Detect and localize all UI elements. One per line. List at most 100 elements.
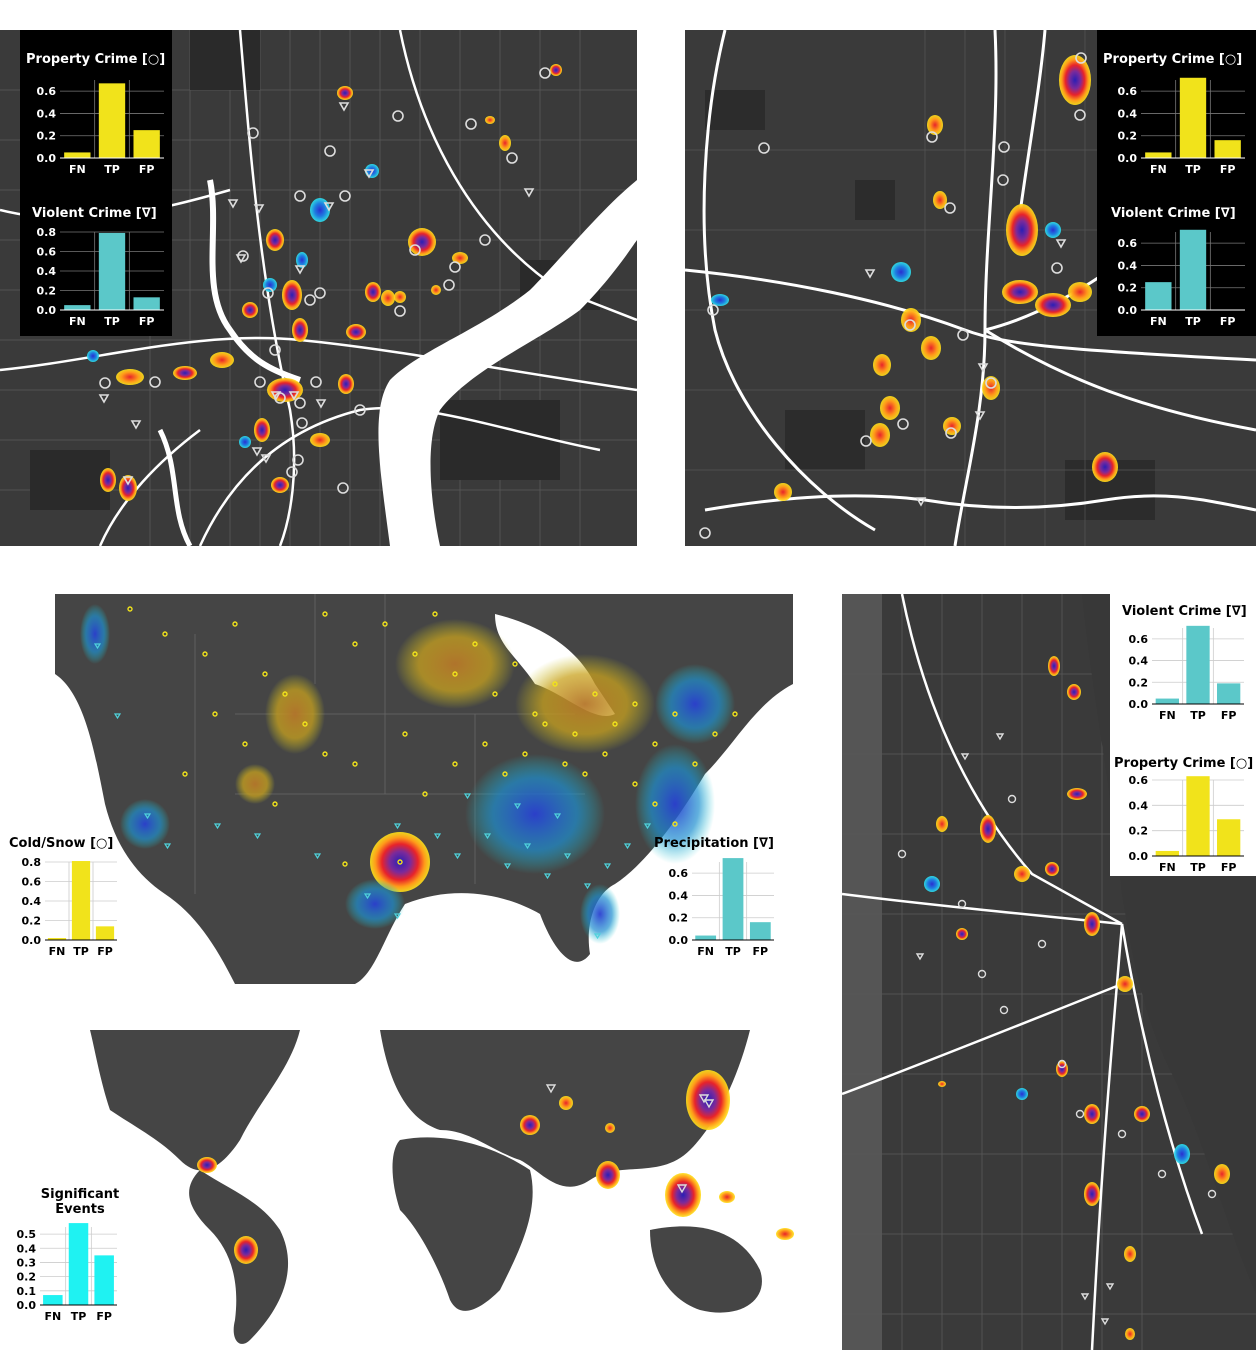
x-tick-label: TP — [73, 945, 89, 958]
bar-fp — [1217, 683, 1241, 704]
bar-chart-property-crime: 0.0 0.2 0.4 0.6 FN TP FP — [1118, 77, 1245, 176]
bar-fp — [133, 130, 160, 158]
x-tick-label: FP — [139, 163, 155, 176]
y-tick-label: 0.2 — [1129, 676, 1149, 689]
x-tick-label: FN — [1150, 163, 1167, 176]
y-tick-label: 0.2 — [22, 915, 42, 928]
x-tick-label: FP — [139, 315, 155, 328]
world-map-base — [90, 1030, 794, 1344]
bar-fn — [47, 938, 67, 940]
chart-title: Violent Crime [∇] — [1111, 206, 1236, 221]
chart-title: Property Crime [○] — [1114, 756, 1254, 771]
chicago-map-panel[interactable]: Violent Crime [∇] 0.0 0.2 0.4 0.6 FN TP FP Pro… — [842, 594, 1256, 1350]
bar-fn — [43, 1295, 63, 1305]
chart-title: Violent Crime [∇] — [1122, 604, 1247, 619]
atlanta-map-panel[interactable]: Property Crime [○] 0.0 0.2 0.4 0.6 FN TP FP Vi… — [685, 30, 1256, 546]
y-tick-label: 0.4 — [37, 265, 57, 278]
y-tick-label: 0.0 — [669, 934, 689, 947]
x-tick-label: FN — [1159, 861, 1176, 874]
bar-fp — [95, 926, 115, 940]
y-tick-label: 0.4 — [37, 107, 57, 120]
y-tick-label: 0.8 — [37, 226, 57, 239]
y-tick-label: 0.0 — [17, 1299, 37, 1312]
y-tick-label: 0.6 — [1129, 774, 1149, 787]
usa-map-panel[interactable] — [55, 594, 793, 984]
x-tick-label: TP — [71, 1310, 87, 1323]
world-legend: Significant Events 0.0 0.1 0.2 0.3 0.4 0.5 FN T… — [0, 1187, 130, 1327]
bar-tp — [1179, 229, 1207, 310]
bar-tp — [71, 861, 91, 940]
bar-fp — [1214, 140, 1241, 158]
x-tick-label: TP — [1190, 709, 1206, 722]
bar-chart-significant-events: 0.00.10.2 0.30.40.5 FN TP FP — [17, 1223, 117, 1323]
y-tick-label: 0.4 — [1129, 655, 1149, 668]
x-tick-label: FN — [69, 163, 86, 176]
y-tick-label: 0.0 — [22, 934, 42, 947]
y-tick-label: 0.2 — [1118, 282, 1138, 295]
bar-chart-property-crime: 0.0 0.2 0.4 0.6 FN TP FP — [37, 80, 164, 176]
x-tick-label: FP — [97, 945, 113, 958]
bar-fn — [1145, 282, 1172, 310]
bar-fp — [749, 922, 771, 940]
y-tick-label: 0.6 — [22, 876, 42, 889]
y-tick-label: 0.6 — [1129, 633, 1149, 646]
bar-chart-property-crime: 0.0 0.2 0.4 0.6 FN TP FP — [1129, 774, 1244, 874]
y-tick-label: 0.0 — [37, 152, 57, 165]
usa-legend-right: Precipitation [∇] 0.0 0.2 0.4 0.6 FN TP FP — [652, 836, 787, 966]
chart-title: Property Crime [○] — [26, 52, 166, 67]
chart-title: Cold/Snow [○] — [9, 836, 114, 851]
x-tick-label: FP — [1220, 315, 1236, 328]
y-tick-label: 0.5 — [17, 1228, 37, 1241]
world-map-panel[interactable] — [0, 1030, 800, 1350]
x-tick-label: FP — [753, 945, 769, 958]
bar-fn — [1155, 698, 1179, 704]
y-tick-label: 0.6 — [1118, 237, 1138, 250]
x-tick-label: TP — [1185, 163, 1201, 176]
usa-map-base — [55, 594, 793, 984]
y-tick-label: 0.4 — [1129, 799, 1149, 812]
bar-chart-cold-snow: 0.0 0.2 0.4 0.6 0.8 FN TP FP — [22, 856, 117, 958]
y-tick-label: 0.2 — [17, 1271, 37, 1284]
y-tick-label: 0.0 — [1118, 304, 1138, 317]
x-tick-label: FN — [44, 1310, 61, 1323]
x-tick-label: TP — [1190, 861, 1206, 874]
bar-tp — [98, 83, 126, 158]
bar-tp — [68, 1223, 89, 1305]
bar-fn — [695, 935, 717, 940]
bar-fn — [64, 152, 91, 158]
y-tick-label: 0.4 — [1118, 107, 1138, 120]
y-tick-label: 0.2 — [37, 130, 57, 143]
philadelphia-map-panel[interactable]: Property Crime [○] 0.0 0.2 0.4 0.6 FN TP FP Vi… — [0, 30, 637, 546]
y-tick-label: 0.4 — [22, 895, 42, 908]
y-tick-label: 0.3 — [17, 1256, 37, 1269]
bar-chart-precipitation: 0.0 0.2 0.4 0.6 FN TP FP — [669, 858, 774, 958]
bar-tp — [1186, 625, 1210, 704]
bar-tp — [722, 858, 744, 940]
y-tick-label: 0.0 — [1129, 698, 1149, 711]
chart-title: Property Crime [○] — [1103, 52, 1243, 67]
bar-tp — [1186, 776, 1210, 856]
x-tick-label: FP — [96, 1310, 112, 1323]
atlanta-legend-inset: Property Crime [○] 0.0 0.2 0.4 0.6 FN TP FP Vi… — [1097, 30, 1256, 336]
bar-fn — [64, 305, 91, 310]
y-tick-label: 0.6 — [37, 246, 57, 259]
x-tick-label: TP — [104, 163, 120, 176]
bar-tp — [1179, 77, 1207, 158]
x-tick-label: FP — [1221, 709, 1237, 722]
bar-chart-violent-crime: 0.0 0.2 0.4 0.6 FN TP FP — [1129, 625, 1244, 722]
x-tick-label: TP — [1185, 315, 1201, 328]
y-tick-label: 0.0 — [37, 304, 57, 317]
y-tick-label: 0.4 — [669, 889, 689, 902]
y-tick-label: 0.4 — [17, 1242, 37, 1255]
y-tick-label: 0.4 — [1118, 259, 1138, 272]
y-tick-label: 0.2 — [1118, 130, 1138, 143]
x-tick-label: FP — [1221, 861, 1237, 874]
chart-title: Precipitation [∇] — [654, 836, 774, 851]
bar-fp — [133, 297, 160, 310]
chicago-legend-inset: Violent Crime [∇] 0.0 0.2 0.4 0.6 FN TP FP Pro… — [1110, 594, 1256, 876]
x-tick-label: FN — [69, 315, 86, 328]
y-tick-label: 0.6 — [37, 85, 57, 98]
chart-title: Violent Crime [∇] — [32, 206, 157, 221]
y-tick-label: 0.6 — [1118, 85, 1138, 98]
bar-fn — [1145, 152, 1172, 158]
